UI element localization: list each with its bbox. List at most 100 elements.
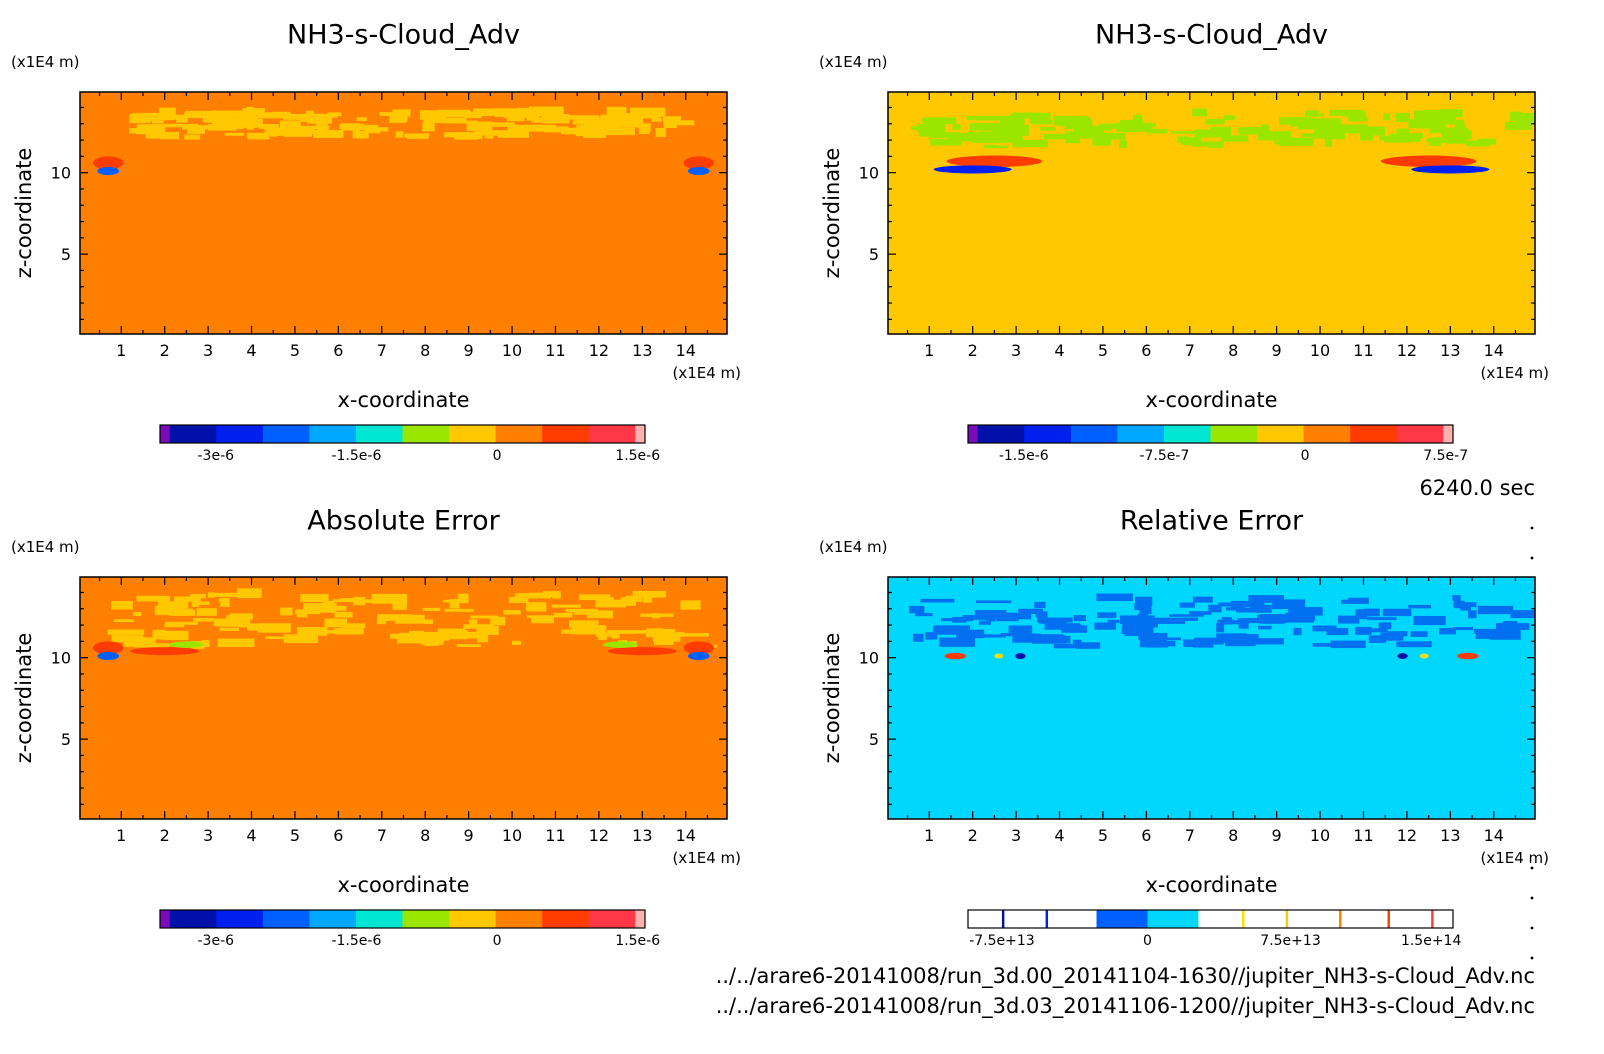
heatmap-cell [526, 602, 547, 612]
colorbar-segment [1389, 910, 1432, 928]
heatmap-cell [283, 634, 319, 643]
heatmap-cell [1223, 115, 1236, 121]
heatmap-cell [1440, 114, 1456, 123]
heatmap-cell [456, 120, 478, 124]
heatmap-cell [1043, 133, 1076, 140]
colorbar-segment [1303, 425, 1351, 443]
heatmap-cell [351, 124, 379, 131]
heatmap-cell [352, 128, 360, 137]
heatmap-cell [111, 601, 133, 610]
heatmap-cell [1458, 138, 1468, 144]
heatmap-cell [1238, 621, 1249, 629]
heatmap-cell [193, 618, 214, 622]
colorbar-segment [1163, 425, 1211, 443]
heatmap-cell [584, 115, 600, 121]
colorbar: -3e-6 -1.5e-6 0 1.5e-6 [159, 424, 660, 464]
heatmap-cell [576, 124, 604, 131]
x-tick-label: 12 [1397, 826, 1417, 845]
heatmap-cell [1031, 113, 1050, 120]
heatmap-cell [930, 132, 962, 139]
heatmap-cell [145, 129, 166, 139]
heatmap-cell [561, 629, 581, 634]
heatmap-cell [643, 594, 653, 603]
heatmap-cell [1012, 633, 1041, 643]
x-tick-label: 11 [545, 341, 565, 360]
heatmap-cell [1192, 596, 1213, 603]
colorbar-segment [1045, 910, 1049, 928]
heatmap-cell [978, 620, 991, 625]
colorbar-segment [1341, 910, 1389, 928]
heatmap-cell [1509, 111, 1522, 121]
heatmap-cell [224, 132, 245, 136]
heatmap-cell [1238, 127, 1270, 135]
heatmap-cell [489, 122, 515, 125]
heatmap-blob [129, 647, 200, 656]
heatmap-cell [1473, 628, 1481, 634]
heatmap-blob [687, 166, 710, 176]
heatmap-cell [675, 631, 685, 635]
x-tick-label: 12 [589, 826, 609, 845]
heatmap-cell [673, 633, 709, 637]
heatmap-cell [598, 634, 607, 640]
heatmap-cell [211, 110, 248, 117]
heatmap-cell [1368, 635, 1387, 643]
heatmap-cell [217, 638, 255, 647]
heatmap-cell [1460, 606, 1471, 611]
x-tick-label: 6 [333, 341, 343, 360]
heatmap-cell [420, 640, 444, 645]
panel-title: NH3-s-Cloud_Adv [287, 20, 520, 51]
heatmap-cell [1452, 595, 1461, 602]
heatmap-cell [910, 126, 940, 130]
x-tick-label: 1 [924, 341, 934, 360]
colorbar-segment [216, 910, 264, 928]
heatmap-cell [680, 600, 701, 610]
panel-4: Relative Error(x1E4 m)1 2 3 4 5 6 7 8 9 10 11 12 13 1… [819, 506, 1549, 950]
margin-dot [1530, 866, 1534, 870]
x-tick-label: 2 [160, 826, 170, 845]
heatmap-cell [1444, 130, 1472, 140]
colorbar-segment [495, 910, 543, 928]
heatmap-cell [551, 604, 581, 608]
colorbar-tick-label: -3e-6 [198, 933, 235, 949]
heatmap-cell [1395, 112, 1410, 123]
heatmap-cell [1096, 593, 1133, 602]
heatmap-cell [173, 114, 188, 120]
heatmap-cell [1000, 633, 1015, 637]
colorbar-segment [1339, 910, 1342, 928]
heatmap-blob [933, 165, 1012, 174]
heatmap-cell [456, 644, 481, 648]
heatmap-cell [497, 131, 530, 138]
heatmap-cell [439, 629, 468, 640]
heatmap-cell [161, 123, 199, 128]
panel-title: NH3-s-Cloud_Adv [1095, 20, 1328, 51]
colorbar-segment [968, 910, 1003, 928]
x-tick-label: 6 [1141, 826, 1151, 845]
x-tick-label: 11 [1353, 341, 1373, 360]
heatmap-cell [1179, 602, 1195, 608]
z-tick-label: 5 [61, 245, 71, 264]
heatmap-cell [403, 636, 419, 642]
heatmap-cell [1000, 118, 1025, 124]
heatmap-cell [573, 610, 591, 615]
heatmap-cell [1268, 131, 1292, 141]
x-tick-label: 12 [1397, 341, 1417, 360]
heatmap-cell [630, 107, 666, 117]
x-tick-label: 5 [290, 826, 300, 845]
heatmap-cell [607, 630, 636, 634]
heatmap-cell [419, 110, 441, 120]
x-tick-label: 10 [502, 826, 522, 845]
heatmap-cell [132, 612, 142, 616]
heatmap-cell [123, 637, 156, 648]
z-axis-label: z-coordinate [12, 148, 36, 279]
heatmap-cell [578, 594, 611, 601]
heatmap-cell [379, 112, 404, 116]
heatmap-cell [1182, 617, 1199, 621]
heatmap-cell [952, 616, 967, 623]
colorbar-segment [309, 425, 357, 443]
heatmap-cell [552, 593, 561, 599]
x-unit-label: (x1E4 m) [1480, 849, 1549, 867]
heatmap-cell [652, 633, 681, 642]
heatmap-cell [620, 129, 635, 134]
heatmap-cell [1260, 124, 1269, 130]
